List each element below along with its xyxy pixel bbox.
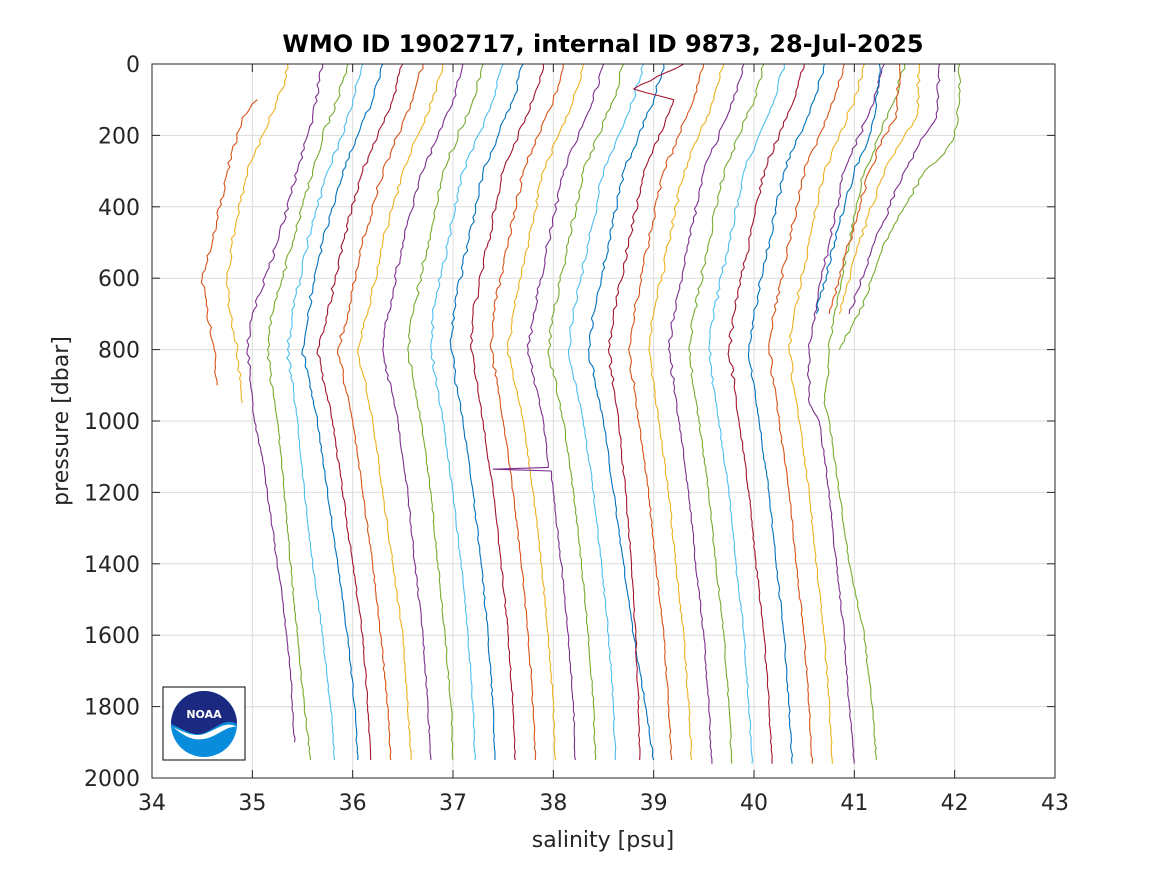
profile-line-28 [747,63,825,764]
y-tick-label: 1200 [84,481,140,506]
x-tick-label: 39 [640,791,668,816]
logo-upper [171,691,237,735]
x-tick-label: 43 [1041,791,1069,816]
x-tick-label: 37 [439,791,467,816]
profile-line-11 [407,63,484,761]
y-tick-label: 0 [126,53,140,78]
y-axis: 0 200 400 600 800 1000 1200 1400 1600 1800 2000 [84,53,1055,792]
profile-line-34 [828,63,901,314]
x-tick-label: 36 [339,791,367,816]
x-tick-label: 42 [941,791,969,816]
y-tick-label: 2000 [84,767,140,792]
profile-line-14 [469,63,545,761]
profile-line-15 [489,63,564,761]
profile-line-19 [567,63,645,761]
profile-line-9 [357,63,444,761]
profile-line-33 [815,63,881,315]
y-tick-label: 200 [98,124,140,149]
profile-line-21 [607,63,685,761]
profile-line-2 [225,63,289,404]
profile-line-31 [806,63,885,764]
profile-line-20 [587,63,665,761]
x-axis: 34 35 36 37 38 39 40 41 42 43 [138,64,1069,816]
profile-line-23 [648,63,725,761]
logo-text: NOAA [186,708,222,721]
x-tick-label: 40 [740,791,768,816]
y-axis-label: pressure [dbar] [49,336,74,506]
profile-line-13 [449,63,524,761]
profile-line-7 [316,63,404,761]
y-tick-label: 1600 [84,624,140,649]
x-tick-label: 34 [138,791,166,816]
x-axis-label: salinity [psu] [532,828,674,853]
y-tick-label: 600 [98,267,140,292]
profile-line-1 [200,99,258,386]
chart-title: WMO ID 1902717, internal ID 9873, 28-Jul… [282,30,923,58]
x-tick-label: 38 [539,791,567,816]
profile-line-35 [838,63,921,315]
y-tick-label: 1400 [84,553,140,578]
profile-line-32 [823,63,906,761]
profile-line-3 [246,64,324,743]
y-tick-label: 1800 [84,696,140,721]
profile-line-16 [506,63,584,761]
profile-line-6 [301,63,384,761]
profile-line-27 [727,63,805,764]
profile-line-37 [838,63,962,350]
profile-line-25 [688,63,765,764]
noaa-logo: NOAA [162,686,246,761]
profile-line-12 [430,63,504,761]
profile-line-5 [286,63,364,761]
profile-line-36 [848,63,941,314]
profile-line-4 [266,63,349,761]
profile-line-22 [628,63,705,761]
profile-line-26 [708,63,785,764]
y-tick-label: 800 [98,339,140,364]
profile-line-30 [788,63,865,764]
y-tick-label: 400 [98,196,140,221]
profile-lines [200,63,962,764]
profile-line-29 [768,63,845,764]
x-tick-label: 35 [238,791,266,816]
profile-line-17 [492,63,605,761]
profile-line-8 [336,63,424,761]
x-tick-label: 41 [840,791,868,816]
y-tick-label: 1000 [84,410,140,435]
profile-line-18 [547,63,625,761]
profile-line-10 [382,63,464,761]
profile-line-24 [667,63,745,764]
logo-wave [173,724,237,740]
